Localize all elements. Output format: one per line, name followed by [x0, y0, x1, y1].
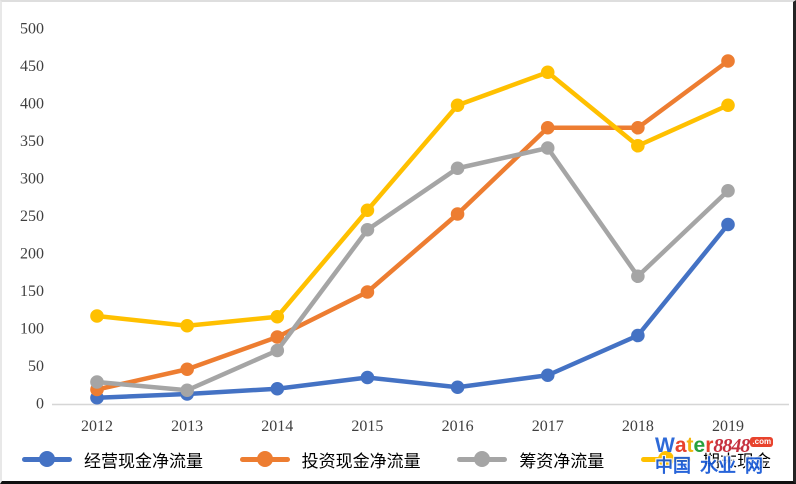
series-3-marker [721, 98, 735, 113]
series-3-marker [540, 65, 555, 80]
series-3-marker [90, 309, 104, 323]
y-tick-label: 200 [20, 246, 44, 263]
legend-line-marker-icon [22, 450, 72, 468]
x-tick-label: 2016 [442, 418, 474, 435]
series-3-marker [180, 318, 194, 333]
chart-legend: 经营现金净流量 投资现金净流量 筹资净流量 期末现金 [22, 440, 771, 478]
y-tick-label: 300 [20, 171, 44, 188]
legend-line-marker-icon [640, 450, 691, 468]
y-tick-label: 100 [20, 321, 44, 338]
series-2-marker [90, 375, 104, 389]
series-line-3 [94, 70, 731, 328]
y-tick-label: 50 [28, 358, 44, 375]
legend-marker-dot [39, 451, 55, 467]
legend-item-2: 筹资净流量 [457, 447, 604, 472]
series-2-marker [270, 343, 285, 358]
legend-line-marker-icon [457, 450, 508, 468]
series-1-marker [180, 362, 194, 377]
series-3-marker [450, 98, 465, 113]
series-3-marker [360, 203, 375, 218]
y-tick-label: 250 [20, 208, 44, 225]
legend-line-marker-icon [239, 450, 290, 468]
series-0-marker [450, 380, 465, 395]
series-0-marker [360, 370, 375, 385]
series-3-marker [270, 309, 285, 324]
series-1-marker [721, 54, 735, 68]
series-0-marker [721, 217, 735, 232]
series-1-marker [270, 330, 285, 344]
x-tick-label: 2012 [81, 418, 113, 435]
series-1-marker [540, 120, 555, 135]
x-tick-label: 2018 [622, 418, 654, 435]
legend-item-3: 期末现金 [640, 447, 771, 472]
series-2-marker [450, 161, 465, 176]
series-1-marker [360, 285, 375, 299]
y-tick-label: 350 [20, 133, 44, 150]
series-1-marker [450, 207, 465, 221]
series-2-marker [360, 222, 375, 237]
series-2-marker [540, 141, 555, 155]
x-tick-label: 2015 [351, 418, 383, 435]
legend-marker-dot [657, 451, 674, 467]
legend-item-label: 期末现金 [702, 451, 771, 471]
y-tick-label: 450 [20, 58, 44, 75]
series-1-marker [631, 120, 645, 135]
series-3-marker [631, 138, 645, 153]
series-0-marker [270, 381, 285, 396]
series-line-2 [94, 145, 731, 393]
series-line-0 [94, 222, 731, 400]
line-chart: 0 50 100 150 200 250 300 350 400 450 500 2012 2013 20… [20, 21, 789, 435]
series-2-marker [631, 269, 645, 284]
series-0-marker [540, 368, 555, 383]
y-tick-label: 0 [36, 396, 44, 413]
series-2-marker [721, 183, 735, 198]
x-tick-label: 2013 [171, 418, 203, 435]
legend-item-label: 筹资净流量 [519, 451, 605, 471]
legend-item-label: 经营现金净流量 [84, 451, 203, 471]
x-tick-label: 2014 [261, 418, 293, 435]
series-0-marker [631, 328, 645, 343]
y-tick-label: 400 [20, 96, 44, 113]
y-tick-label: 500 [20, 21, 44, 38]
legend-item-0: 经营现金净流量 [22, 447, 203, 472]
x-tick-label: 2019 [712, 418, 744, 435]
legend-item-label: 投资现金净流量 [301, 451, 421, 471]
x-tick-label: 2017 [532, 418, 564, 435]
legend-marker-dot [474, 451, 491, 467]
legend-item-1: 投资现金净流量 [239, 447, 421, 472]
series-line-1 [94, 58, 731, 392]
y-tick-label: 150 [20, 283, 44, 300]
series-2-marker [180, 383, 194, 398]
legend-marker-dot [256, 451, 273, 467]
